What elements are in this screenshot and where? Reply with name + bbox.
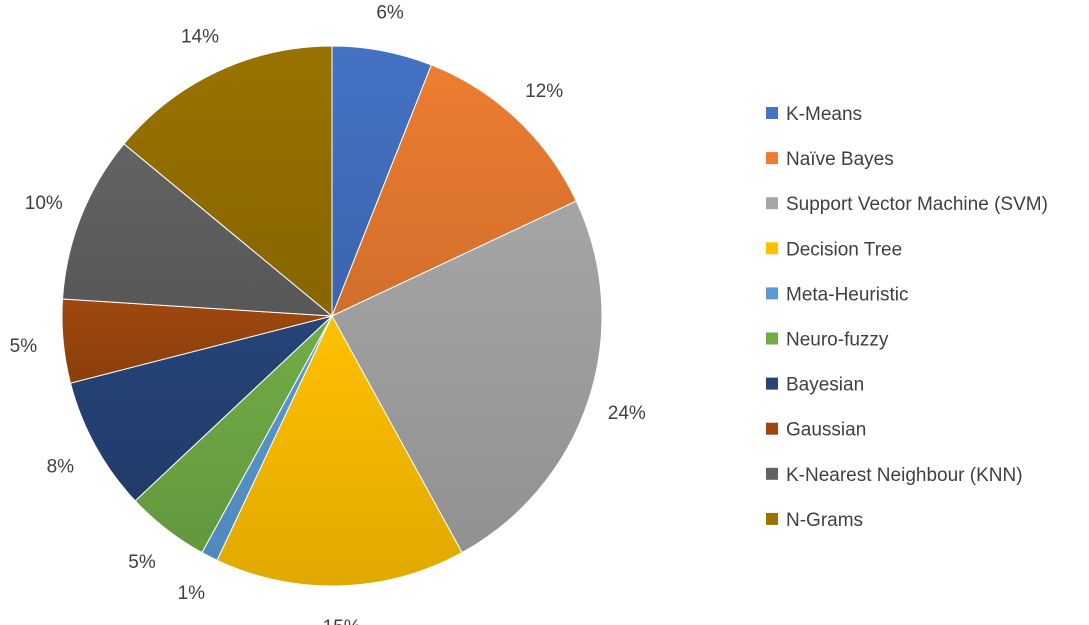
slice-label-k-nearest-neighbour-knn: 10% xyxy=(25,193,63,214)
legend-label-k-means: K-Means xyxy=(786,104,862,125)
slice-label-decision-tree: 15% xyxy=(323,617,361,625)
legend-label-n-grams: N-Grams xyxy=(786,510,863,531)
slice-label-n-grams: 14% xyxy=(181,27,219,48)
legend-item-k-nearest-neighbour-knn: K-Nearest Neighbour (KNN) xyxy=(766,465,1023,486)
legend-item-n-grams: N-Grams xyxy=(766,510,863,531)
pie-slice-support-vector-machine-svm xyxy=(331,200,603,554)
slice-label-neuro-fuzzy: 5% xyxy=(128,552,156,573)
legend-item-support-vector-machine-svm: Support Vector Machine (SVM) xyxy=(766,194,1048,215)
legend-swatch-meta-heuristic xyxy=(766,287,778,300)
legend-label-na-ve-bayes: Naïve Bayes xyxy=(786,149,894,170)
legend-swatch-n-grams xyxy=(766,512,778,525)
legend-item-bayesian: Bayesian xyxy=(766,375,864,396)
legend-label-gaussian: Gaussian xyxy=(786,420,866,441)
legend-item-meta-heuristic: Meta-Heuristic xyxy=(766,284,908,305)
legend-swatch-decision-tree xyxy=(766,242,778,255)
legend-swatch-gaussian xyxy=(766,422,778,435)
legend-item-gaussian: Gaussian xyxy=(766,420,866,441)
legend-swatch-neuro-fuzzy xyxy=(766,332,778,345)
legend-label-support-vector-machine-svm: Support Vector Machine (SVM) xyxy=(786,194,1048,215)
slice-label-meta-heuristic: 1% xyxy=(178,583,206,604)
slice-label-na-ve-bayes: 12% xyxy=(525,81,563,102)
legend-label-k-nearest-neighbour-knn: K-Nearest Neighbour (KNN) xyxy=(786,465,1023,486)
slice-label-k-means: 6% xyxy=(376,3,404,24)
slice-label-support-vector-machine-svm: 24% xyxy=(608,403,646,424)
legend-item-na-ve-bayes: Naïve Bayes xyxy=(766,149,894,170)
legend-swatch-support-vector-machine-svm xyxy=(766,197,778,210)
legend-label-meta-heuristic: Meta-Heuristic xyxy=(786,284,908,305)
slice-label-bayesian: 8% xyxy=(47,456,75,477)
pie-slices xyxy=(61,45,603,587)
pie-slice-k-nearest-neighbour-knn xyxy=(61,143,334,317)
pie-slice-n-grams xyxy=(123,45,333,318)
legend-item-neuro-fuzzy: Neuro-fuzzy xyxy=(766,330,889,351)
pie-slice-decision-tree xyxy=(216,314,463,587)
legend-label-neuro-fuzzy: Neuro-fuzzy xyxy=(786,330,889,351)
pie-slice-na-ve-bayes xyxy=(331,64,577,317)
legend-swatch-k-means xyxy=(766,107,778,119)
legend-item-k-means: K-Means xyxy=(766,104,862,125)
legend-swatch-k-nearest-neighbour-knn xyxy=(766,467,778,480)
legend: K-Means Naïve Bayes Support Vector Machine… xyxy=(766,104,1048,531)
slice-label-gaussian: 5% xyxy=(10,336,38,357)
slice-labels: 6% 12% 24% 15% 1% 5% 8% 5% 10% 14% xyxy=(10,3,646,625)
legend-item-decision-tree: Decision Tree xyxy=(766,239,902,260)
pie-slice-bayesian xyxy=(69,315,333,502)
legend-label-decision-tree: Decision Tree xyxy=(786,239,902,260)
legend-swatch-na-ve-bayes xyxy=(766,152,778,165)
legend-label-bayesian: Bayesian xyxy=(786,375,864,396)
legend-swatch-bayesian xyxy=(766,377,778,390)
